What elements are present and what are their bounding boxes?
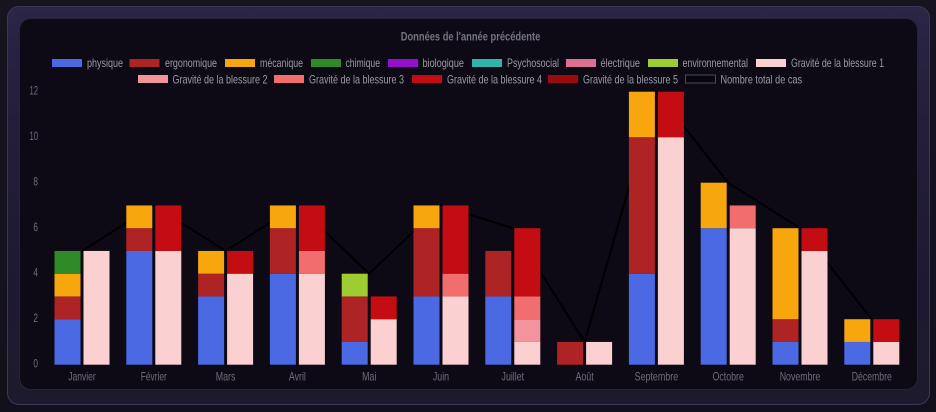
svg-text:Juillet: Juillet: [502, 370, 525, 384]
svg-text:0: 0: [33, 357, 38, 371]
svg-text:Gravité de la blessure 1: Gravité de la blessure 1: [791, 56, 884, 70]
svg-text:12: 12: [30, 84, 39, 98]
svg-text:Février: Février: [141, 370, 167, 384]
svg-text:biologique: biologique: [423, 56, 465, 70]
svg-text:ergonomique: ergonomique: [165, 56, 217, 70]
svg-text:Décembre: Décembre: [852, 370, 892, 384]
svg-text:6: 6: [33, 220, 38, 234]
svg-text:2: 2: [33, 311, 38, 325]
svg-text:Nombre total de cas: Nombre total de cas: [721, 72, 803, 86]
svg-text:Juin: Juin: [433, 370, 449, 384]
svg-text:physique: physique: [87, 56, 123, 70]
svg-text:Gravité de la blessure 4: Gravité de la blessure 4: [447, 72, 542, 86]
svg-text:Données de l'année précédente: Données de l'année précédente: [401, 29, 541, 43]
svg-text:Gravité de la blessure 2: Gravité de la blessure 2: [173, 72, 268, 86]
svg-text:Mars: Mars: [216, 370, 236, 384]
svg-text:10: 10: [30, 129, 39, 143]
svg-text:mécanique: mécanique: [260, 56, 303, 70]
svg-text:électrique: électrique: [601, 56, 641, 70]
svg-text:Avril: Avril: [289, 370, 306, 384]
svg-text:Gravité de la blessure 5: Gravité de la blessure 5: [583, 72, 678, 86]
svg-text:Gravité de la blessure 3: Gravité de la blessure 3: [309, 72, 404, 86]
svg-text:Mai: Mai: [362, 370, 376, 384]
svg-text:Janvier: Janvier: [68, 370, 95, 384]
svg-text:Septembre: Septembre: [635, 370, 679, 384]
svg-text:4: 4: [33, 266, 38, 280]
svg-text:Octobre: Octobre: [713, 370, 745, 384]
svg-text:Novembre: Novembre: [780, 370, 821, 384]
svg-text:Psychosocial: Psychosocial: [507, 56, 559, 70]
svg-text:Août: Août: [576, 370, 595, 384]
svg-text:environnemental: environnemental: [683, 56, 749, 70]
svg-text:chimique: chimique: [346, 56, 381, 70]
svg-text:8: 8: [33, 175, 38, 189]
